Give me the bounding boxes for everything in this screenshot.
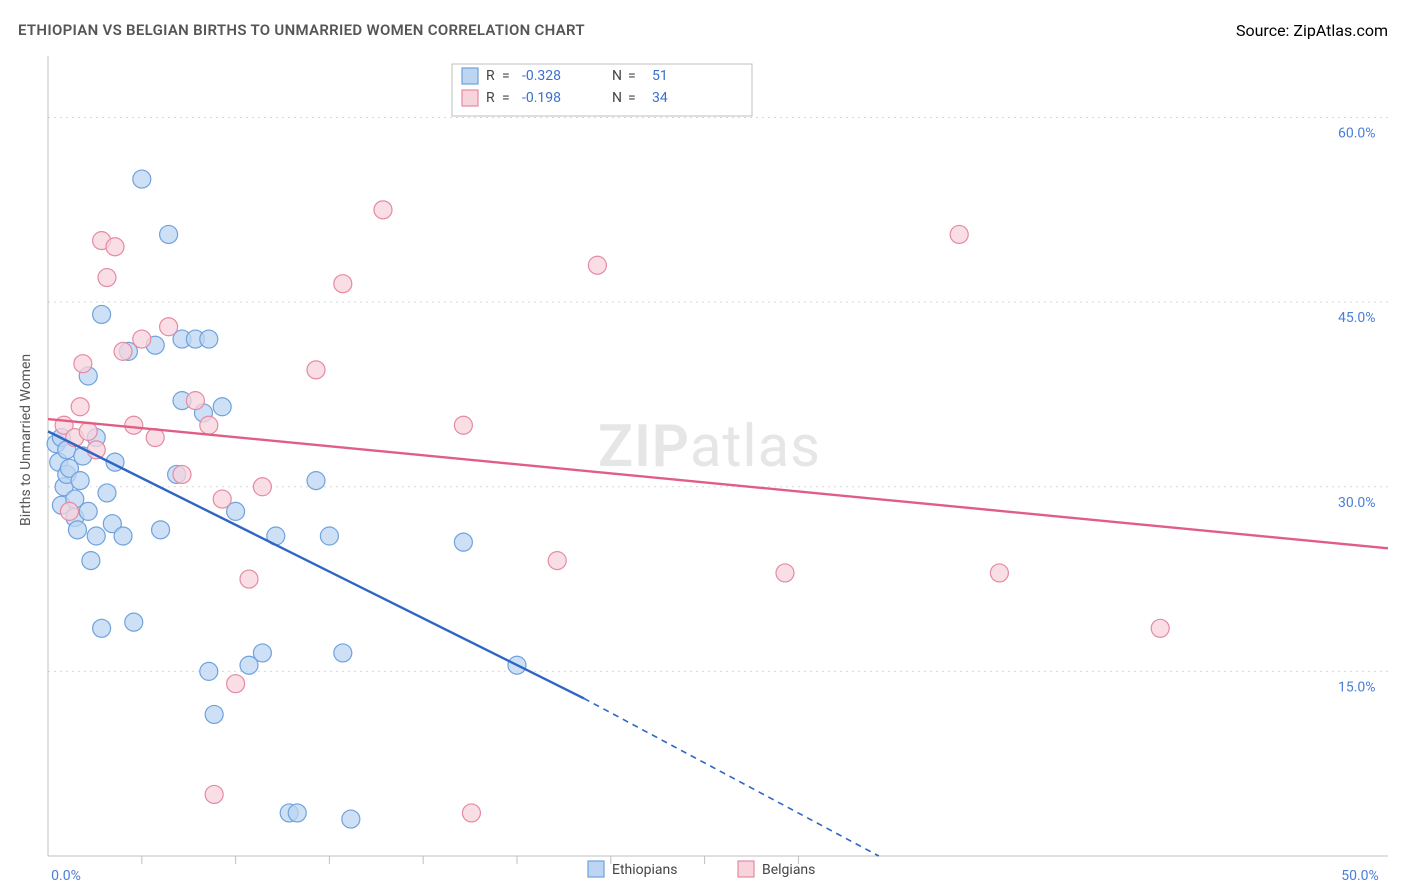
legend-r-label: R: [486, 68, 495, 84]
scatter-point: [125, 613, 143, 631]
scatter-point: [253, 644, 271, 662]
scatter-point: [71, 472, 89, 490]
scatter-point: [74, 355, 92, 373]
scatter-point: [160, 225, 178, 243]
scatter-point: [114, 527, 132, 545]
y-tick-label: 30.0%: [1338, 495, 1376, 511]
scatter-point: [320, 527, 338, 545]
legend-r-value: -0.198: [522, 90, 561, 106]
scatter-point: [98, 269, 116, 287]
legend-eq: =: [628, 68, 636, 84]
trend-line-extrapolated: [584, 698, 879, 856]
scatter-point: [93, 305, 111, 323]
legend-swatch: [462, 68, 478, 84]
scatter-point: [990, 564, 1008, 582]
legend-r-label: R: [486, 90, 495, 106]
x-max-label: 50.0%: [1341, 868, 1379, 884]
legend-eq: =: [502, 68, 510, 84]
scatter-point: [288, 804, 306, 822]
scatter-point: [334, 275, 352, 293]
legend-n-value: 51: [652, 68, 668, 84]
scatter-point: [146, 429, 164, 447]
scatter-point: [71, 398, 89, 416]
scatter-point: [1151, 619, 1169, 637]
x-min-label: 0.0%: [51, 868, 81, 884]
scatter-chart: ZIPatlas 15.0% 30.0% 45.0% 60.0% 0.0% 50.0% Bir…: [0, 0, 1406, 892]
scatter-point: [454, 533, 472, 551]
scatter-point: [68, 521, 86, 539]
scatter-point: [160, 318, 178, 336]
scatter-point: [462, 804, 480, 822]
legend-r-value: -0.328: [522, 68, 561, 84]
scatter-point: [200, 330, 218, 348]
series-name: Belgians: [762, 862, 815, 878]
legend-eq: =: [502, 90, 510, 106]
series-name: Ethiopians: [612, 862, 677, 878]
scatter-point: [200, 416, 218, 434]
scatter-point: [588, 256, 606, 274]
scatter-point: [776, 564, 794, 582]
scatter-point: [253, 478, 271, 496]
y-tick-label: 15.0%: [1338, 679, 1376, 695]
legend-swatch: [462, 90, 478, 106]
y-tick-label: 45.0%: [1338, 310, 1376, 326]
scatter-point: [205, 785, 223, 803]
scatter-point: [82, 552, 100, 570]
scatter-point: [205, 705, 223, 723]
scatter-point: [114, 342, 132, 360]
scatter-point: [106, 238, 124, 256]
scatter-point: [342, 810, 360, 828]
scatter-point: [152, 521, 170, 539]
scatter-point: [548, 552, 566, 570]
series-swatch: [738, 861, 754, 877]
legend-n-value: 34: [652, 90, 668, 106]
y-axis-title: Births to Unmarried Women: [18, 354, 34, 526]
scatter-point: [173, 465, 191, 483]
scatter-point: [79, 502, 97, 520]
scatter-point: [133, 170, 151, 188]
scatter-point: [213, 490, 231, 508]
scatter-point: [227, 675, 245, 693]
scatter-point: [87, 527, 105, 545]
series-swatch: [588, 861, 604, 877]
scatter-point: [186, 392, 204, 410]
scatter-point: [454, 416, 472, 434]
scatter-point: [307, 361, 325, 379]
scatter-point: [98, 484, 116, 502]
scatter-point: [307, 472, 325, 490]
y-tick-label: 60.0%: [1338, 126, 1376, 142]
scatter-point: [125, 416, 143, 434]
scatter-point: [213, 398, 231, 416]
scatter-point: [950, 225, 968, 243]
stats-legend: [452, 64, 752, 116]
legend-n-label: N: [612, 90, 622, 106]
scatter-point: [240, 570, 258, 588]
scatter-point: [79, 422, 97, 440]
scatter-point: [334, 644, 352, 662]
scatter-point: [93, 619, 111, 637]
scatter-point: [374, 201, 392, 219]
scatter-point: [200, 662, 218, 680]
legend-eq: =: [628, 90, 636, 106]
scatter-point: [60, 502, 78, 520]
scatter-point: [133, 330, 151, 348]
watermark: ZIPatlas: [598, 413, 821, 481]
legend-n-label: N: [612, 68, 622, 84]
